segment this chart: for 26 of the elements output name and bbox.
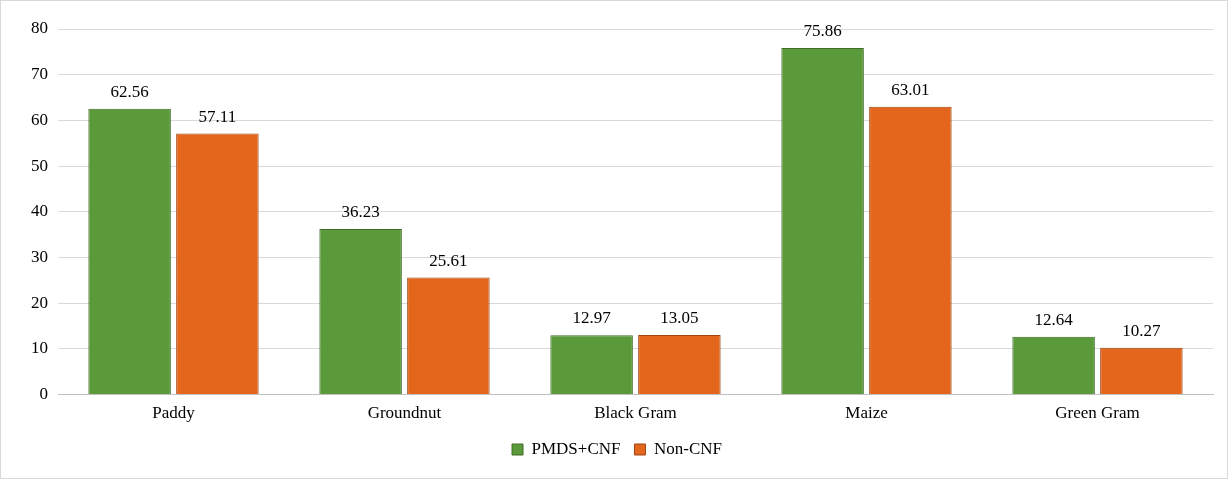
x-tick-label: Maize bbox=[845, 403, 888, 423]
data-label: 57.11 bbox=[198, 106, 237, 126]
x-tick-label: Groundnut bbox=[367, 403, 442, 423]
data-label: 63.01 bbox=[891, 79, 930, 99]
y-tick-label: 10 bbox=[31, 338, 48, 358]
data-label: 12.64 bbox=[1034, 309, 1074, 329]
y-tick-label: 30 bbox=[31, 246, 48, 266]
data-label: 13.05 bbox=[660, 307, 699, 327]
x-tick-label: Paddy bbox=[152, 403, 196, 423]
y-tick-label: 40 bbox=[31, 201, 48, 221]
data-label: 10.27 bbox=[1122, 320, 1162, 340]
legend-label: Non-CNF bbox=[653, 438, 722, 458]
legend-label: PMDS+CNF bbox=[531, 438, 621, 458]
y-tick-label: 60 bbox=[31, 109, 48, 129]
y-tick-label: 20 bbox=[31, 292, 48, 312]
data-label: 75.86 bbox=[803, 20, 842, 40]
data-label: 12.97 bbox=[572, 308, 612, 328]
x-tick-label: Green Gram bbox=[1055, 403, 1140, 423]
x-tick-label: Black Gram bbox=[594, 403, 677, 423]
y-tick-label: 80 bbox=[31, 18, 48, 38]
data-label: 62.56 bbox=[110, 81, 149, 101]
y-tick-label: 0 bbox=[39, 384, 48, 404]
data-label: 25.61 bbox=[429, 250, 468, 270]
y-tick-label: 70 bbox=[31, 64, 48, 84]
y-tick-label: 50 bbox=[31, 155, 48, 175]
data-label: 36.23 bbox=[341, 202, 380, 221]
